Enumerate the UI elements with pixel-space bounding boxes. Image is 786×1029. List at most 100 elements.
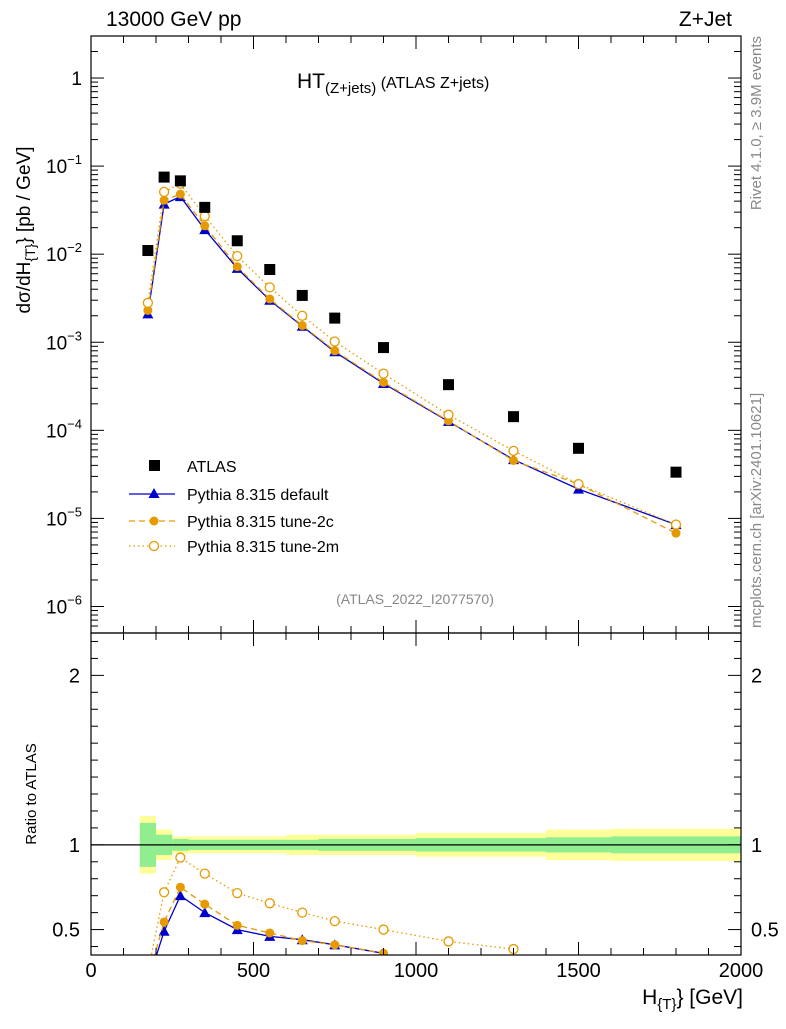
data-point-pythia-8-315-default (142, 977, 153, 987)
data-point-pythia-8-315-tune-2c (379, 377, 388, 387)
y-axis-label: dσ/dH{T}} [pb / GeV] (14, 147, 38, 314)
legend-label-atlas: ATLAS (187, 459, 237, 476)
data-point-pythia-8-315-default (174, 890, 186, 901)
data-point-pythia-8-315-default (158, 925, 170, 936)
legend-label-tune-2m: Pythia 8.315 tune-2m (187, 539, 339, 556)
x-axis-label: H{T}} [GeV] (642, 986, 743, 1013)
main-panel: 10−6 10−5 10−4 10−3 10−2 10−1 1 HT(Z+jets) (AT… (14, 35, 742, 634)
legend-marker-tune-2m (148, 540, 160, 552)
x-tick-label: 2000 (719, 960, 764, 982)
data-point-pythia-8-315-tune-2m (329, 915, 340, 927)
data-point-pythia-8-315-tune-2m (573, 478, 584, 490)
data-point-pythia-8-315-tune-2m (443, 409, 454, 420)
data-point-pythia-8-315-tune-2m (142, 297, 154, 309)
data-point-pythia-8-315-tune-2c (297, 320, 307, 330)
data-point-pythia-8-315-tune-2m (199, 211, 210, 222)
data-point-pythia-8-315-tune-2m (670, 519, 682, 530)
mcplots-label: mcplots.cern.ch [arXiv:2401.10621] (748, 393, 765, 628)
ratio-frame (90, 632, 742, 956)
data-point-pythia-8-315-tune-2c (200, 899, 210, 909)
data-point-pythia-8-315-tune-2c (265, 294, 275, 304)
legend-label-default: Pythia 8.315 default (187, 487, 329, 504)
x-tick-label: 0 (85, 960, 96, 982)
data-point-atlas (231, 235, 243, 247)
x-tick-label: 500 (237, 960, 270, 982)
data-point-pythia-8-315-tune-2c (265, 928, 275, 938)
data-point-atlas (573, 442, 584, 454)
data-point-pythia-8-315-tune-2m (158, 186, 170, 198)
process-label: Z+Jet (679, 8, 732, 31)
data-point-pythia-8-315-tune-2m (158, 887, 170, 898)
data-point-pythia-8-315-tune-2m (378, 924, 389, 935)
legend-marker-tune-2c (149, 516, 159, 526)
y-tick-label: 1 (71, 69, 82, 90)
data-point-atlas (174, 175, 186, 187)
data-point-pythia-8-315-tune-2m (199, 868, 210, 879)
legend-entry-default: Pythia 8.315 default (129, 487, 329, 504)
data-point-pythia-8-315-tune-2c (232, 262, 242, 272)
data-point-pythia-8-315-tune-2c (232, 920, 242, 930)
legend: ATLAS Pythia 8.315 default Pythia 8.315 … (129, 459, 339, 556)
data-point-pythia-8-315-tune-2m (297, 310, 308, 321)
data-point-atlas (378, 342, 389, 354)
data-point-pythia-8-315-tune-2c (509, 455, 518, 465)
data-point-pythia-8-315-tune-2m (508, 445, 519, 456)
collision-label: 13000 GeV pp (106, 8, 241, 31)
legend-marker-atlas (149, 460, 160, 471)
data-point-pythia-8-315-tune-2m (175, 852, 186, 863)
data-point-pythia-8-315-tune-2c (143, 974, 152, 983)
legend-label-tune-2c: Pythia 8.315 tune-2c (187, 514, 334, 531)
data-point-atlas (443, 379, 454, 391)
data-point-pythia-8-315-tune-2m (264, 282, 275, 293)
data-point-atlas (142, 245, 154, 257)
ratio-y-tick-label-right: 0.5 (751, 920, 779, 942)
data-point-pythia-8-315-tune-2c (143, 305, 153, 315)
data-point-pythia-8-315-tune-2c (330, 940, 340, 950)
y-tick-label: 10−4 (46, 416, 82, 442)
data-point-pythia-8-315-default (199, 907, 211, 918)
y-tick-label: 10−5 (46, 504, 82, 530)
data-point-atlas (329, 312, 341, 324)
y-tick-label: 10−6 (46, 592, 82, 618)
data-point-pythia-8-315-tune-2m (378, 368, 389, 379)
ratio-y-tick-label: 0.5 (52, 920, 80, 942)
data-point-pythia-8-315-tune-2c (330, 346, 340, 356)
data-point-pythia-8-315-tune-2c (175, 189, 185, 199)
data-point-atlas (199, 201, 211, 213)
data-point-atlas (670, 466, 682, 478)
data-point-pythia-8-315-tune-2c (671, 528, 681, 538)
data-point-pythia-8-315-tune-2m (443, 936, 454, 947)
data-point-pythia-8-315-tune-2m (297, 907, 308, 918)
analysis-id: (ATLAS_2022_I2077570) (336, 591, 494, 607)
rivet-version-label: Rivet 4.1.0, ≥ 3.9M events (748, 36, 765, 210)
legend-marker-default (148, 488, 160, 498)
x-tick-label: 1500 (556, 960, 601, 982)
data-point-pythia-8-315-tune-2m (264, 898, 275, 909)
ratio-y-axis-label: Ratio to ATLAS (23, 743, 40, 844)
ratio-y-tick-label-right: 2 (751, 665, 762, 687)
data-point-pythia-8-315-tune-2c (159, 917, 169, 927)
data-point-pythia-8-315-tune-2m (232, 250, 243, 262)
data-point-atlas (508, 411, 519, 423)
data-point-atlas (264, 263, 276, 275)
series-line-pythia-8-315-tune-2c (147, 193, 677, 534)
data-point-atlas (158, 171, 170, 183)
plot-title: HT(Z+jets) (ATLAS Z+jets) (297, 70, 489, 97)
data-point-pythia-8-315-tune-2m (232, 887, 243, 899)
ratio-y-tick-label-right: 1 (751, 835, 762, 857)
data-point-pythia-8-315-tune-2c (297, 936, 307, 946)
data-point-pythia-8-315-tune-2c (200, 221, 210, 231)
legend-entry-atlas: ATLAS (149, 459, 237, 476)
y-tick-label: 10−1 (46, 152, 82, 178)
data-point-pythia-8-315-tune-2m (143, 967, 152, 976)
data-point-pythia-8-315-tune-2m (329, 336, 340, 347)
ratio-y-tick-label: 2 (69, 665, 80, 687)
legend-entry-tune-2m: Pythia 8.315 tune-2m (129, 539, 339, 556)
y-tick-label: 10−2 (46, 240, 82, 266)
legend-entry-tune-2c: Pythia 8.315 tune-2c (129, 514, 334, 531)
y-tick-label: 10−3 (46, 328, 82, 354)
data-point-pythia-8-315-tune-2c (175, 882, 185, 892)
data-point-atlas (296, 289, 308, 301)
ratio-panel: 0.5 0.5 1 1 2 2 0 500 1000 1500 2000 Ratio to ATL… (23, 632, 779, 1013)
